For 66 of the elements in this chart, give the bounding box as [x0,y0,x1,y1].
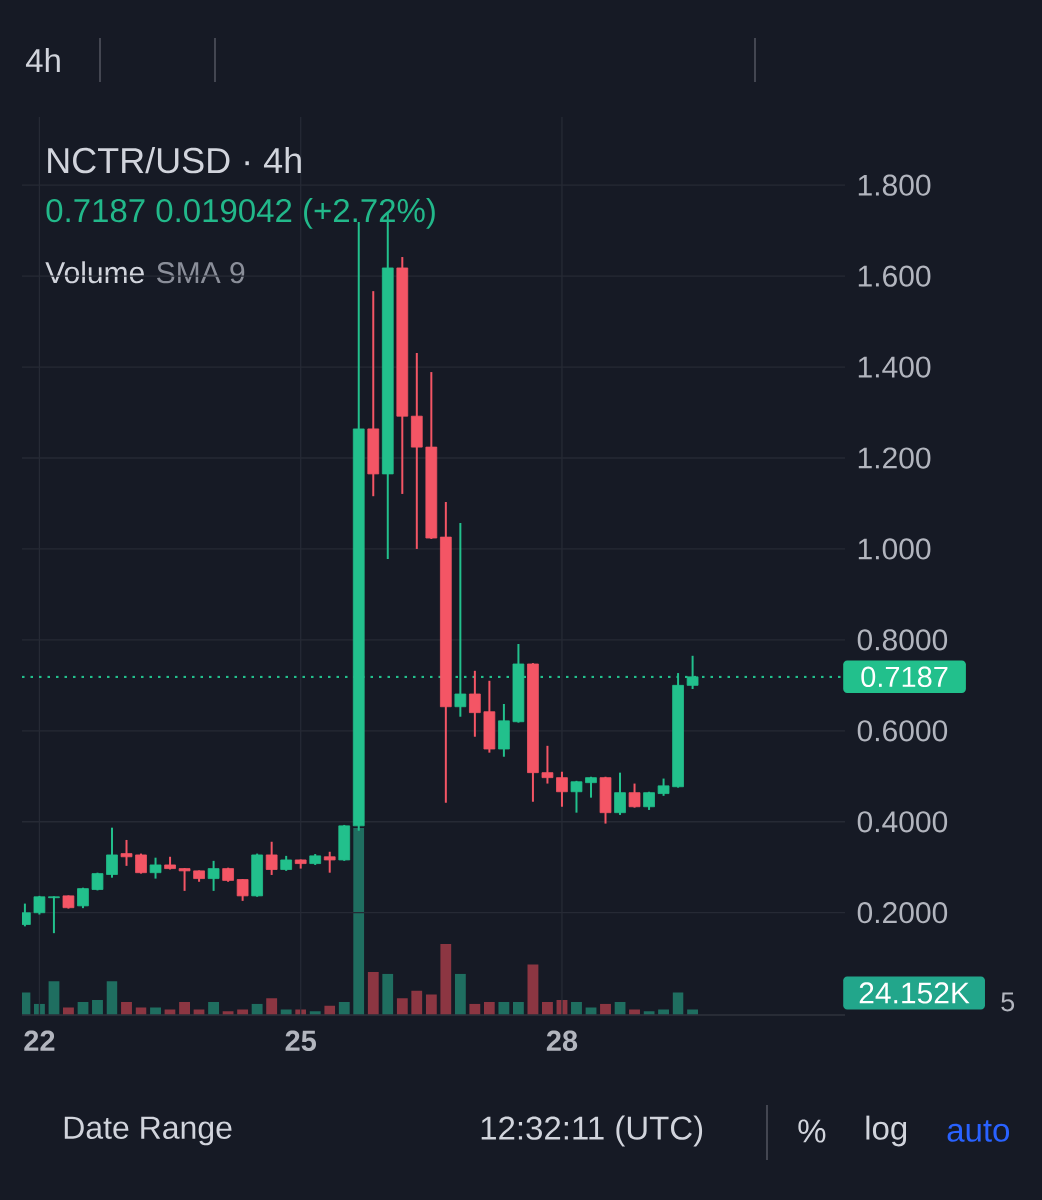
candlestick [48,895,60,935]
bar [338,1001,350,1015]
bar [454,973,466,1015]
candlestick [556,770,568,808]
bar [106,981,118,1015]
bar [687,1009,699,1015]
bar [629,1009,640,1015]
candlestick [628,782,641,809]
text: 12:32:11 (UTC) [481,1115,703,1147]
y-tick-label: 0.4000 [857,811,948,833]
text: 5 [1001,992,1015,1012]
candlestick [207,859,220,892]
chart-subtitle: SMA 9 [157,262,245,284]
candlestick [106,826,118,879]
candlestick [265,840,278,876]
y-tick-label: 1.400 [858,356,931,378]
candlestick [469,669,481,738]
bar [411,990,423,1015]
bar [425,994,437,1015]
text: auto [947,1120,1010,1142]
y-tick-label: 1.800 [858,174,931,196]
x-tick-label: 28 [546,1030,578,1052]
bar [266,998,278,1015]
bar [498,1001,510,1015]
chart-title: Volume [45,261,144,284]
ref-line-label: 0.7187 [861,666,948,688]
bar [92,1000,103,1015]
bar [382,973,394,1015]
bar [600,1003,611,1015]
text: Date Range [64,1116,232,1146]
text: % [798,1119,826,1143]
bar [237,1009,249,1015]
bar [280,1009,292,1015]
candlestick [120,838,133,867]
bar [48,981,60,1015]
y-tick-label: 0.6000 [857,720,948,742]
candlestick [614,771,626,816]
y-tick-label: 1.200 [858,447,931,469]
candlestick [570,779,583,814]
text: 0.7187 0.019042 (+2.72%) [46,198,435,229]
bar [440,943,452,1015]
candlestick [541,744,554,785]
x-tick-label: 22 [24,1030,55,1051]
candlestick [149,856,162,880]
y-tick-label: 1.000 [858,538,931,560]
bar [658,1009,670,1015]
candlestick [236,878,249,902]
bar [367,971,379,1015]
text: 24.152K [859,982,970,1004]
bar [208,1001,220,1015]
bar [527,964,539,1015]
bar [121,1001,132,1015]
y-tick-label: 0.8000 [857,629,948,651]
y-tick-label: 1.600 [858,265,931,287]
text: 4h [25,48,60,72]
candlestick [323,850,336,874]
bar [396,998,408,1015]
text: NCTR/USD · 4h [48,146,301,174]
text: log [866,1115,907,1147]
bar [542,1001,553,1015]
bar [469,1003,481,1015]
y-tick-label: 0.2000 [857,902,948,924]
x-tick-label: 25 [285,1030,317,1052]
candlestick [178,867,191,892]
bar [179,1001,191,1015]
bar [571,1001,582,1015]
